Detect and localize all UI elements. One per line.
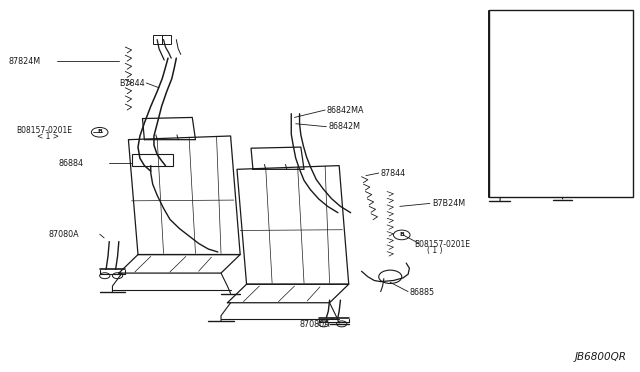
Bar <box>163 35 172 44</box>
Bar <box>489 10 633 197</box>
Text: 87844: 87844 <box>381 169 406 177</box>
Text: 86848P: 86848P <box>495 24 524 33</box>
Text: 87080A: 87080A <box>49 230 79 240</box>
Text: 86885: 86885 <box>410 288 435 297</box>
Text: 86842M: 86842M <box>328 122 360 131</box>
Text: ( 1 ): ( 1 ) <box>428 246 443 255</box>
Bar <box>153 35 162 44</box>
Text: 87080A: 87080A <box>300 321 330 330</box>
Text: B7844: B7844 <box>119 79 145 88</box>
Bar <box>132 154 173 166</box>
Text: 87824M: 87824M <box>8 57 40 66</box>
Text: B: B <box>399 232 404 237</box>
Text: JB6800QR: JB6800QR <box>575 352 627 362</box>
Text: B7B24M: B7B24M <box>432 199 465 208</box>
Text: 86884: 86884 <box>58 158 83 167</box>
Text: < 1 >: < 1 > <box>37 132 59 141</box>
Text: (BELT EXTENDER): (BELT EXTENDER) <box>491 31 556 38</box>
Text: B08157-0201E: B08157-0201E <box>16 126 72 135</box>
Text: 86842MA: 86842MA <box>326 106 364 115</box>
Text: B08157-0201E: B08157-0201E <box>415 240 470 249</box>
Text: B: B <box>97 129 102 134</box>
